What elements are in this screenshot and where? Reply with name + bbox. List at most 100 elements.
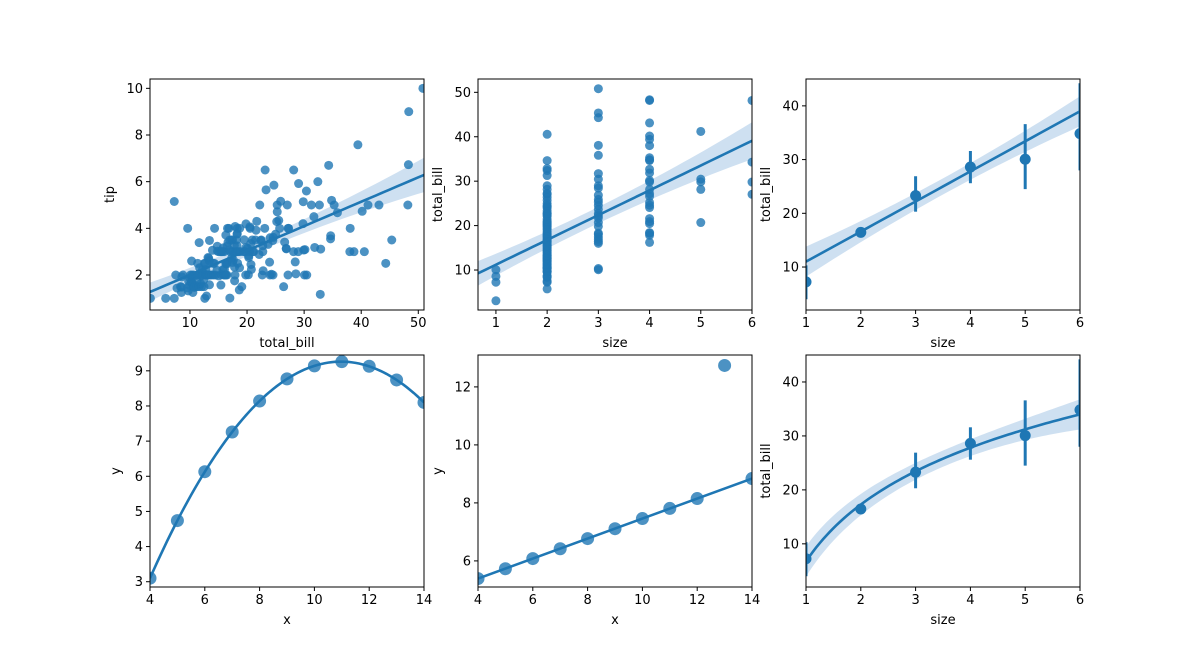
- data-point: [353, 140, 363, 150]
- y-tick-label: 9: [135, 364, 143, 379]
- data-point: [696, 184, 706, 194]
- confidence-band: [806, 399, 1080, 577]
- data-point: [806, 276, 812, 288]
- x-tick-label: 30: [296, 316, 313, 331]
- data-point: [1019, 430, 1031, 442]
- x-tick-label: 1: [802, 593, 810, 608]
- data-point: [313, 177, 323, 187]
- axes-frame: [477, 354, 753, 588]
- subplot-2: 1 2 3 4 5 6 10 20 30 40 50 size total_bill: [431, 78, 756, 351]
- y-axis-label: total_bill: [759, 167, 774, 222]
- data-point: [593, 190, 603, 200]
- x-tick-label: 1: [802, 316, 810, 331]
- data-point: [1074, 404, 1080, 416]
- plot-area: [478, 84, 752, 306]
- x-tick-label: 40: [353, 316, 370, 331]
- data-point: [542, 156, 552, 166]
- data-point: [593, 169, 603, 179]
- data-point: [910, 190, 922, 202]
- data-point: [491, 265, 501, 275]
- x-tick-label: 6: [529, 593, 537, 608]
- data-point: [403, 200, 413, 210]
- y-tick-label: 8: [135, 129, 143, 144]
- data-point: [314, 200, 324, 210]
- regression-line: [478, 139, 752, 275]
- data-point: [291, 269, 301, 279]
- data-point: [235, 223, 245, 233]
- data-point: [542, 164, 552, 174]
- x-tick-label: 12: [689, 593, 706, 608]
- data-point: [645, 131, 655, 141]
- data-point: [290, 257, 300, 267]
- data-point: [747, 177, 752, 187]
- y-axis-label: y: [109, 467, 124, 475]
- data-point: [161, 293, 171, 303]
- x-tick-label: 2: [857, 593, 865, 608]
- x-tick-label: 10: [182, 316, 199, 331]
- x-axis-label: size: [930, 613, 955, 628]
- y-tick-label: 4: [135, 540, 143, 555]
- data-point: [258, 266, 268, 276]
- x-tick-label: 14: [416, 593, 433, 608]
- confidence-band: [478, 122, 752, 286]
- data-point: [235, 263, 245, 273]
- y-tick-label: 4: [135, 222, 143, 237]
- y-tick-label: 30: [454, 175, 471, 190]
- data-point: [542, 284, 552, 294]
- x-tick-label: 10: [306, 593, 323, 608]
- x-tick-label: 8: [255, 593, 263, 608]
- x-tick-label: 5: [697, 316, 705, 331]
- regression-line: [150, 173, 424, 294]
- x-tick-label: 4: [146, 593, 154, 608]
- subplot-6: 1 2 3 4 5 6 10 20 30 40 size total_bill: [759, 354, 1084, 628]
- plot-area: [806, 359, 1080, 577]
- axes-frame: [805, 78, 1081, 311]
- x-tick-label: 5: [1021, 593, 1029, 608]
- data-point: [593, 264, 603, 274]
- data-point: [246, 264, 256, 274]
- x-tick-label: 3: [594, 316, 602, 331]
- x-tick-label: 10: [634, 593, 651, 608]
- subplot-1: 10 20 30 40 50 2 4 6 8 10 total_bill tip: [103, 78, 427, 351]
- y-tick-label: 6: [463, 554, 471, 569]
- y-tick-label: 40: [782, 99, 799, 114]
- x-tick-label: 20: [239, 316, 256, 331]
- x-tick-label: 2: [857, 316, 865, 331]
- data-point: [283, 270, 293, 280]
- y-tick-label: 3: [135, 575, 143, 590]
- data-point: [183, 223, 193, 233]
- y-tick-label: 20: [454, 219, 471, 234]
- y-tick-label: 12: [454, 380, 471, 395]
- x-axis-label: size: [930, 336, 955, 351]
- data-point: [345, 223, 355, 233]
- data-point: [298, 197, 308, 207]
- data-point: [216, 280, 226, 290]
- x-tick-label: 4: [966, 316, 974, 331]
- data-point: [418, 83, 424, 93]
- x-tick-label: 4: [474, 593, 482, 608]
- plot-area: [150, 83, 424, 303]
- data-point: [260, 165, 270, 175]
- data-point: [542, 129, 552, 139]
- x-tick-label: 6: [1076, 593, 1084, 608]
- regression-line: [806, 110, 1080, 263]
- data-point: [645, 176, 655, 186]
- data-point: [593, 228, 603, 238]
- y-tick-label: 10: [454, 264, 471, 279]
- data-point: [645, 237, 655, 247]
- y-tick-label: 10: [126, 82, 143, 97]
- data-point: [315, 289, 325, 299]
- data-point: [1019, 153, 1031, 165]
- data-point: [309, 212, 319, 222]
- y-tick-label: 8: [135, 399, 143, 414]
- y-tick-label: 50: [454, 86, 471, 101]
- y-axis-label: total_bill: [759, 443, 774, 498]
- y-tick-label: 6: [135, 470, 143, 485]
- x-tick-label: 14: [744, 593, 761, 608]
- axes-frame: [477, 78, 753, 311]
- data-point: [204, 280, 214, 290]
- y-axis-label: total_bill: [431, 167, 446, 222]
- data-point: [326, 231, 336, 241]
- data-point: [204, 235, 214, 245]
- data-point: [329, 200, 339, 210]
